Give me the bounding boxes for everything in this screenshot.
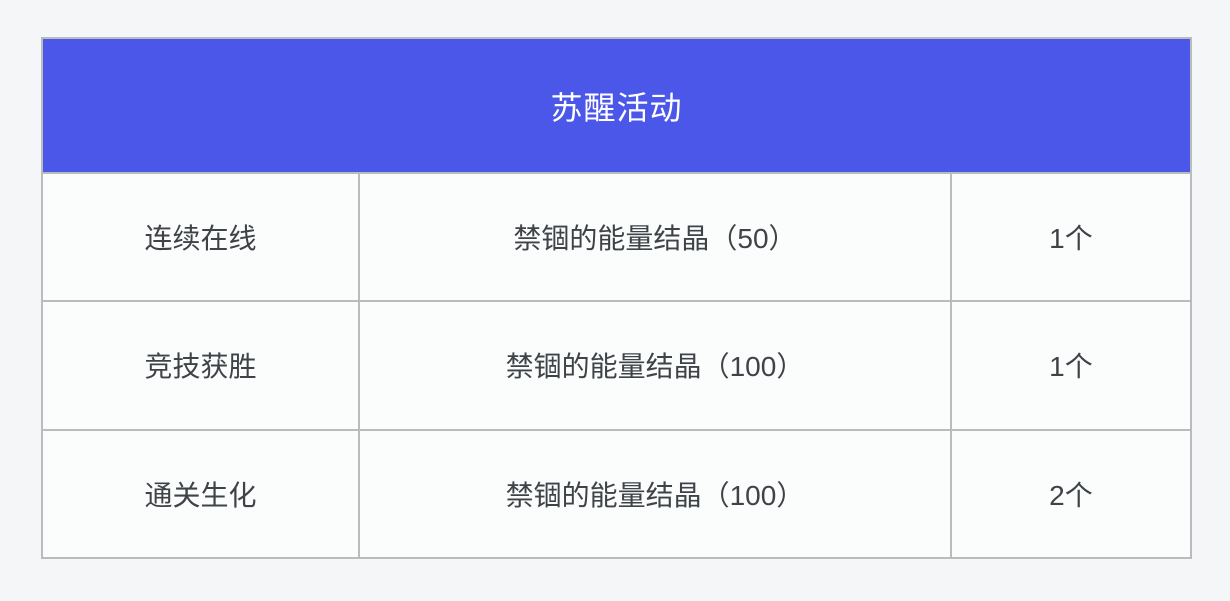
count-cell: 1个: [949, 171, 1193, 303]
task-cell: 竞技获胜: [40, 300, 361, 431]
count-cell: 2个: [949, 428, 1193, 560]
task-cell: 连续在线: [40, 171, 361, 303]
reward-cell: 禁锢的能量结晶（100）: [358, 300, 952, 431]
count-cell: 1个: [949, 300, 1193, 431]
activity-rewards-table: 苏醒活动 连续在线 禁锢的能量结晶（50） 1个 竞技获胜 禁锢的能量结晶（10…: [40, 37, 1193, 560]
reward-cell: 禁锢的能量结晶（100）: [358, 428, 952, 560]
table-title: 苏醒活动: [41, 37, 1192, 174]
table-title-row: 苏醒活动: [41, 37, 1192, 174]
table-row: 连续在线 禁锢的能量结晶（50） 1个: [40, 171, 1193, 303]
task-cell: 通关生化: [40, 428, 361, 560]
table-row: 通关生化 禁锢的能量结晶（100） 2个: [40, 428, 1193, 560]
reward-cell: 禁锢的能量结晶（50）: [358, 171, 952, 303]
table-row: 竞技获胜 禁锢的能量结晶（100） 1个: [40, 300, 1193, 431]
